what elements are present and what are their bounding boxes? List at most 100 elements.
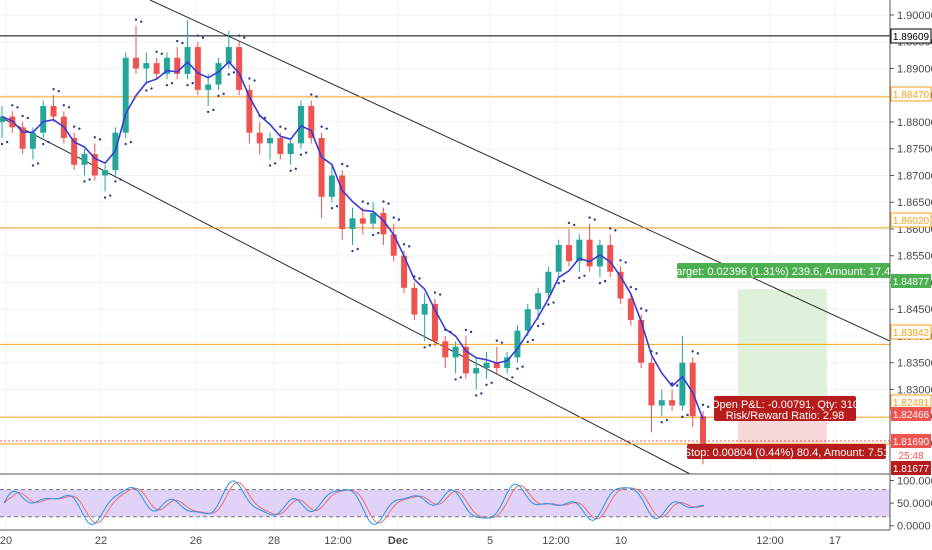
- candle-body: [163, 57, 170, 74]
- candle-body: [277, 138, 284, 155]
- candle-body: [658, 400, 665, 406]
- parabolic-sar-dot: [557, 281, 560, 285]
- parabolic-sar-dot: [433, 291, 437, 294]
- parabolic-sar-dot: [593, 218, 596, 221]
- stochastic-axis[interactable]: 100.0000 50.0000 0.0000: [890, 476, 932, 533]
- level-price-tag: [890, 28, 932, 44]
- candle-body: [380, 212, 387, 235]
- parabolic-sar-dot: [284, 127, 287, 130]
- price-tag-text: 25:48: [898, 451, 923, 462]
- target-zone: [738, 289, 827, 418]
- parabolic-sar-dot: [304, 151, 308, 154]
- stochastic-k-line: [3, 480, 705, 526]
- price-tick-label: 1.86500: [897, 197, 932, 209]
- parabolic-sar-dot: [387, 202, 390, 205]
- parabolic-sar-dot: [263, 116, 267, 120]
- parabolic-sar-dot: [52, 88, 55, 91]
- parabolic-sar-dot: [191, 81, 194, 85]
- parabolic-sar-dot: [547, 303, 550, 306]
- price-tag: [891, 448, 931, 462]
- long-position-tool[interactable]: [738, 289, 827, 461]
- level-price-tag-text: 1.83842: [893, 328, 930, 339]
- parabolic-sar-dot: [706, 405, 710, 409]
- parabolic-sar-dot: [186, 83, 189, 87]
- parabolic-sar-dot: [21, 114, 24, 118]
- candle-body: [431, 303, 438, 342]
- parabolic-sar-dot: [588, 216, 591, 219]
- parabolic-sar-dot: [212, 108, 215, 112]
- parabolic-sar-dot: [377, 231, 380, 235]
- horizontal-levels[interactable]: [0, 35, 890, 445]
- parabolic-sar-dot: [603, 279, 607, 283]
- parabolic-sar-dot: [660, 421, 663, 424]
- candle-body: [607, 245, 614, 272]
- price-tag: [891, 461, 931, 475]
- stop-label-text: Stop: 0.00804 (0.44%) 80.4, Amount: 7.51: [684, 447, 889, 459]
- parabolic-sar-dot: [500, 341, 504, 344]
- parabolic-sar-dot: [480, 392, 483, 395]
- stop-label: Stop: 0.00804 (0.44%) 80.4, Amount: 7.51: [684, 444, 889, 459]
- parabolic-sar-dot: [454, 378, 457, 381]
- price-tick-label: 1.85500: [897, 251, 932, 263]
- parabolic-sar-dot: [598, 281, 602, 285]
- parabolic-sar-dot: [634, 287, 638, 291]
- parabolic-sar-dot: [681, 415, 684, 419]
- parabolic-sar-dot: [268, 164, 272, 167]
- stochastic-tick-label: 50.0000: [897, 498, 932, 510]
- candle-body: [638, 319, 645, 363]
- candle-body: [627, 298, 634, 320]
- parabolic-sar-dot: [639, 307, 643, 310]
- parabolic-sar-dot: [552, 301, 555, 304]
- parabolic-sar-dot: [26, 116, 29, 120]
- candle-body: [565, 245, 572, 262]
- parabolic-sar-dot: [382, 200, 385, 203]
- candle-body: [452, 346, 459, 358]
- candle-body: [462, 346, 469, 374]
- level-price-tag: [890, 86, 932, 102]
- parabolic-sar-dot: [495, 339, 499, 342]
- parabolic-sar-dot: [418, 277, 421, 280]
- parabolic-sar-dot: [310, 93, 313, 96]
- candle-body: [669, 400, 676, 406]
- parabolic-sar-dot: [676, 384, 679, 387]
- candle-body: [700, 416, 706, 460]
- candle-body: [308, 105, 315, 139]
- parabolic-sar-dot: [371, 233, 375, 237]
- parabolic-sar-dot: [567, 221, 571, 225]
- trend-channel[interactable]: [0, 0, 891, 475]
- parabolic-sar-dot: [526, 340, 529, 344]
- parabolic-sar-dot: [645, 309, 648, 312]
- candle-body: [318, 138, 325, 197]
- parabolic-sar-dot: [619, 259, 622, 262]
- parabolic-sar-dot: [248, 77, 251, 80]
- candle-body: [524, 309, 531, 331]
- pnl-label-box: [714, 396, 856, 421]
- candle-body: [349, 218, 356, 229]
- candle-body: [102, 170, 109, 176]
- parabolic-sar-dot: [98, 138, 102, 141]
- time-axis[interactable]: 20 22 26 28 12:00 Dec 5 12:00 10 12:00 17: [0, 535, 841, 547]
- candle-body: [225, 47, 232, 64]
- candle-body: [679, 362, 686, 406]
- parabolic-sar-dot: [361, 200, 365, 203]
- parabolic-sar-dot: [206, 110, 210, 114]
- candle-body: [555, 245, 562, 272]
- parabolic-sar-dot: [139, 20, 143, 23]
- parabolic-sar-dot: [129, 140, 133, 144]
- level-price-tag: [890, 324, 932, 340]
- candle-body: [504, 357, 511, 369]
- time-tick-label: 5: [487, 535, 493, 547]
- candle-body: [545, 271, 552, 294]
- time-tick-label: 10: [615, 535, 627, 547]
- parabolic-sar-dot: [691, 350, 694, 353]
- parabolic-sar-dot: [536, 324, 540, 328]
- parabolic-sar-dot: [325, 127, 328, 130]
- price-tag-text: 1.82466: [893, 410, 930, 421]
- parabolic-sar-dot: [93, 136, 96, 139]
- parabolic-sar-dot: [72, 125, 76, 128]
- parabolic-sar-dot: [155, 50, 158, 53]
- price-tag-text: 1.81677: [893, 464, 930, 475]
- parabolic-sar-dot: [134, 18, 138, 21]
- parabolic-sar-dot: [88, 178, 91, 181]
